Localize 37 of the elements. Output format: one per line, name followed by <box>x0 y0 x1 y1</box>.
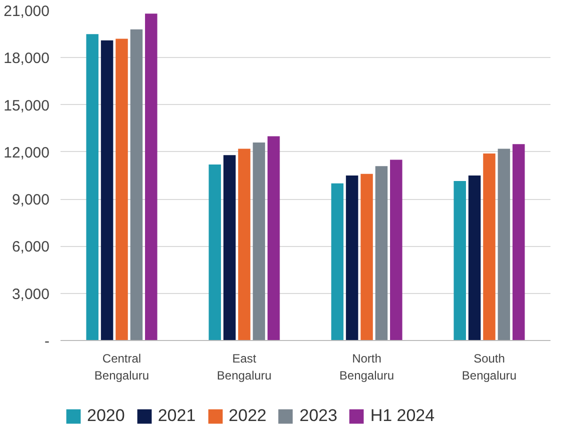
y-tick-label: 18,000 <box>4 50 50 68</box>
x-tick-label: North Bengaluru <box>339 352 394 382</box>
bar <box>390 160 402 340</box>
legend-label: 2021 <box>158 406 196 426</box>
y-tick-label: 15,000 <box>4 97 50 114</box>
bar <box>268 136 280 340</box>
bar <box>223 155 236 340</box>
y-tick-label: 6,000 <box>12 238 50 256</box>
bar <box>454 181 466 340</box>
bar <box>375 166 388 340</box>
bar <box>208 164 221 340</box>
y-tick-label: 12,000 <box>4 144 50 162</box>
bar <box>86 34 98 340</box>
bar <box>483 154 496 340</box>
y-tick-label: 21,000 <box>4 3 50 20</box>
x-tick-label: South Bengaluru <box>462 352 517 382</box>
bar <box>238 148 250 340</box>
bar <box>145 14 158 340</box>
bar <box>331 183 344 340</box>
x-tick-label: Central Bengaluru <box>94 352 150 382</box>
bar <box>346 176 358 340</box>
bar <box>360 174 373 340</box>
y-tick-label: 9,000 <box>12 192 50 209</box>
y-tick-label: - <box>44 333 50 350</box>
bar <box>252 142 266 340</box>
bar <box>116 38 128 340</box>
bar <box>100 40 114 340</box>
legend-label: 2022 <box>228 406 266 426</box>
bar <box>498 148 510 340</box>
legend-label: H1 2024 <box>370 406 435 426</box>
legend-label: 2020 <box>87 406 125 426</box>
x-tick-label: East Bengaluru <box>216 352 272 382</box>
y-tick-label: 3,000 <box>12 286 50 303</box>
bar <box>130 29 143 340</box>
bar <box>468 176 481 340</box>
bar <box>512 144 525 340</box>
legend-label: 2023 <box>299 406 338 426</box>
